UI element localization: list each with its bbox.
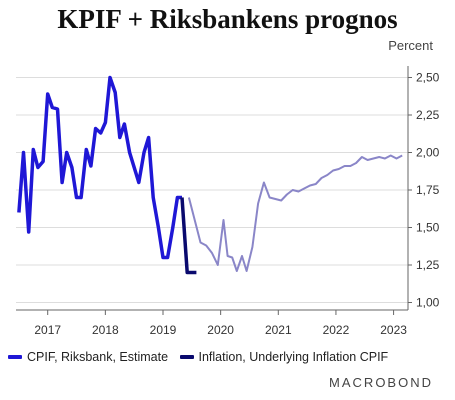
legend-label-estimate: CPIF, Riksbank, Estimate (27, 350, 169, 364)
x-tick-label: 2022 (323, 323, 350, 337)
legend: CPIF, Riksbank, Estimate Inflation, Unde… (8, 348, 396, 364)
legend-label-actual: Inflation, Underlying Inflation CPIF (198, 350, 389, 364)
brand-logo: MACROBOND (329, 375, 433, 390)
y-tick-label: 1,25 (416, 258, 440, 272)
x-tick-label: 2017 (34, 323, 61, 337)
x-tick-label: 2019 (150, 323, 177, 337)
legend-item-estimate: CPIF, Riksbank, Estimate (8, 350, 168, 364)
series-line-actual-tail (180, 197, 197, 275)
y-tick-label: 2,25 (416, 108, 440, 122)
y-tick-label: 2,50 (416, 71, 440, 85)
legend-swatch-actual (179, 355, 194, 359)
y-tick-label: 1,75 (416, 183, 440, 197)
x-tick-label: 2023 (380, 323, 407, 337)
y-tick-label: 1,50 (416, 221, 440, 235)
x-tick-label: 2020 (207, 323, 234, 337)
chart-title: KPIF + Riksbankens prognos (57, 4, 398, 34)
series-line-estimate (187, 154, 403, 272)
y-tick-label: 1,00 (416, 296, 440, 310)
series-line-actual (17, 75, 182, 260)
y-tick-label: 2,00 (416, 146, 440, 160)
legend-item-actual: Inflation, Underlying Inflation CPIF (179, 350, 389, 364)
x-tick-label: 2021 (265, 323, 292, 337)
legend-swatch-estimate (8, 355, 22, 359)
unit-label: Percent (388, 38, 433, 53)
x-tick-label: 2018 (92, 323, 119, 337)
